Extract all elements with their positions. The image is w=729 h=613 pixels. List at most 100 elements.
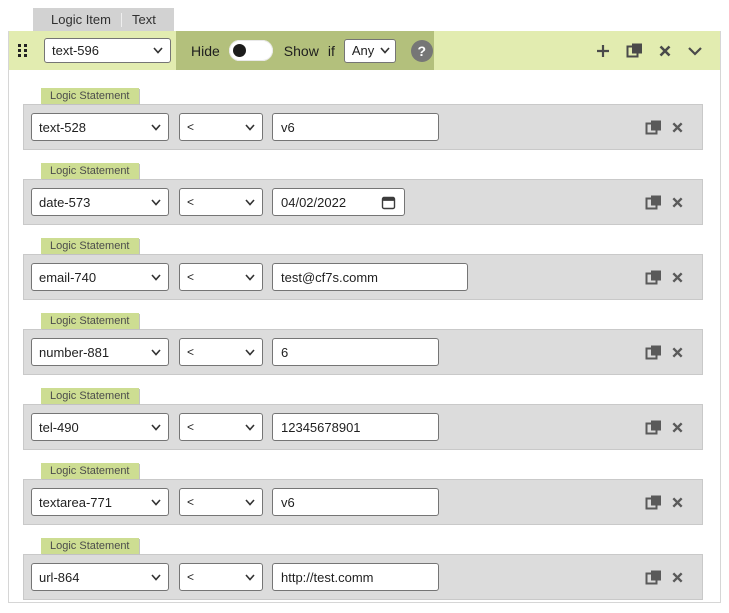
add-statement-button[interactable] [595, 43, 611, 59]
statement-field-select[interactable]: textarea-771 [31, 488, 169, 516]
statement-operator-select[interactable]: < [179, 563, 263, 591]
statement-value-input[interactable] [281, 569, 430, 585]
statement-value-input[interactable] [281, 119, 430, 135]
statement-operator-select[interactable]: < [179, 488, 263, 516]
duplicate-icon [645, 120, 661, 134]
chevron-down-icon [153, 47, 163, 54]
duplicate-logic-item-button[interactable] [626, 42, 643, 59]
duplicate-icon [645, 420, 661, 434]
logic-statement: Logic Statement tel-490 < [23, 386, 703, 450]
duplicate-statement-button[interactable] [645, 569, 662, 586]
statement-operator-select[interactable]: < [179, 413, 263, 441]
statement-operator-value: < [187, 195, 195, 209]
if-label: if [327, 42, 335, 59]
logic-item-field-select-value: text-596 [52, 43, 99, 58]
close-icon [672, 346, 683, 358]
delete-statement-button[interactable] [671, 121, 684, 134]
delete-statement-button[interactable] [671, 196, 684, 209]
statement-value-field[interactable] [272, 563, 439, 591]
statement-operator-value: < [187, 270, 195, 284]
toggle-knob [232, 44, 246, 57]
statement-value-field[interactable] [272, 113, 439, 141]
statement-operator-select[interactable]: < [179, 263, 263, 291]
statement-value-input[interactable] [281, 494, 430, 510]
duplicate-icon [645, 570, 661, 584]
statement-value-field[interactable] [272, 263, 468, 291]
statement-operator-value: < [187, 570, 195, 584]
logic-statement-row: email-740 < [23, 254, 703, 300]
statement-field-select[interactable]: number-881 [31, 338, 169, 366]
statement-field-select-value: number-881 [39, 344, 110, 360]
duplicate-statement-button[interactable] [645, 344, 662, 361]
statement-operator-select[interactable]: < [179, 188, 263, 216]
delete-statement-button[interactable] [671, 421, 684, 434]
hide-show-toggle[interactable] [228, 40, 273, 61]
chevron-down-icon [245, 573, 255, 581]
hide-label: Hide [191, 42, 220, 59]
delete-statement-button[interactable] [671, 271, 684, 284]
statement-value-field[interactable] [272, 413, 439, 441]
logic-statement-tag: Logic Statement [41, 388, 139, 404]
statement-value-field[interactable] [272, 488, 439, 516]
drag-handle-icon[interactable] [18, 43, 30, 59]
delete-statement-button[interactable] [671, 571, 684, 584]
duplicate-statement-button[interactable] [645, 419, 662, 436]
statement-field-select[interactable]: tel-490 [31, 413, 169, 441]
duplicate-statement-button[interactable] [645, 119, 662, 136]
statement-value-input[interactable] [281, 344, 430, 360]
logic-statement: Logic Statement date-573 < [23, 161, 703, 225]
logic-statement: Logic Statement email-740 < [23, 236, 703, 300]
close-icon [672, 121, 683, 133]
logic-statement-tag: Logic Statement [41, 238, 139, 254]
statement-value-input[interactable] [281, 419, 430, 435]
close-icon [672, 571, 683, 583]
tab-logic-item[interactable]: Logic Item [51, 12, 111, 27]
chevron-down-icon [688, 46, 702, 56]
condition-select-value: Any [351, 43, 375, 58]
statement-operator-value: < [187, 345, 195, 359]
duplicate-statement-button[interactable] [645, 269, 662, 286]
statement-operator-select[interactable]: < [179, 338, 263, 366]
close-icon [672, 271, 683, 283]
delete-logic-item-button[interactable] [658, 44, 672, 58]
logic-item-field-select[interactable]: text-596 [44, 38, 171, 63]
help-icon[interactable]: ? [410, 39, 433, 62]
chevron-down-icon [151, 198, 161, 206]
duplicate-statement-button[interactable] [645, 194, 662, 211]
statement-field-select[interactable]: url-864 [31, 563, 169, 591]
duplicate-icon [645, 345, 661, 359]
statement-field-select[interactable]: email-740 [31, 263, 169, 291]
duplicate-statement-button[interactable] [645, 494, 662, 511]
statement-field-select-value: textarea-771 [39, 494, 112, 510]
statement-operator-select[interactable]: < [179, 113, 263, 141]
logic-statement-row: date-573 < [23, 179, 703, 225]
statement-value-field[interactable] [272, 188, 405, 216]
chevron-down-icon [245, 273, 255, 281]
statement-field-select[interactable]: text-528 [31, 113, 169, 141]
close-icon [672, 196, 683, 208]
collapse-logic-item-button[interactable] [687, 46, 703, 56]
chevron-down-icon [245, 423, 255, 431]
logic-statement: Logic Statement number-881 < [23, 311, 703, 375]
statement-value-input[interactable] [281, 269, 459, 285]
statement-field-select[interactable]: date-573 [31, 188, 169, 216]
delete-statement-button[interactable] [671, 496, 684, 509]
statement-operator-value: < [187, 495, 195, 509]
duplicate-icon [645, 270, 661, 284]
logic-statement: Logic Statement textarea-771 < [23, 461, 703, 525]
statement-field-select-value: date-573 [39, 194, 91, 210]
statement-field-select-value: email-740 [39, 269, 97, 285]
tab-text[interactable]: Text [131, 12, 156, 27]
calendar-icon[interactable] [381, 195, 396, 210]
logic-statement-tag: Logic Statement [41, 88, 139, 104]
logic-item-header: text-596 Hide Show if Any ? [9, 31, 720, 70]
delete-statement-button[interactable] [671, 346, 684, 359]
chevron-down-icon [151, 498, 161, 506]
duplicate-icon [626, 43, 642, 58]
statement-value-field[interactable] [272, 338, 439, 366]
condition-select[interactable]: Any [343, 38, 396, 63]
logic-statement: Logic Statement text-528 < [23, 86, 703, 150]
statement-value-input[interactable] [281, 194, 375, 210]
statement-operator-value: < [187, 120, 195, 134]
duplicate-icon [645, 195, 661, 209]
